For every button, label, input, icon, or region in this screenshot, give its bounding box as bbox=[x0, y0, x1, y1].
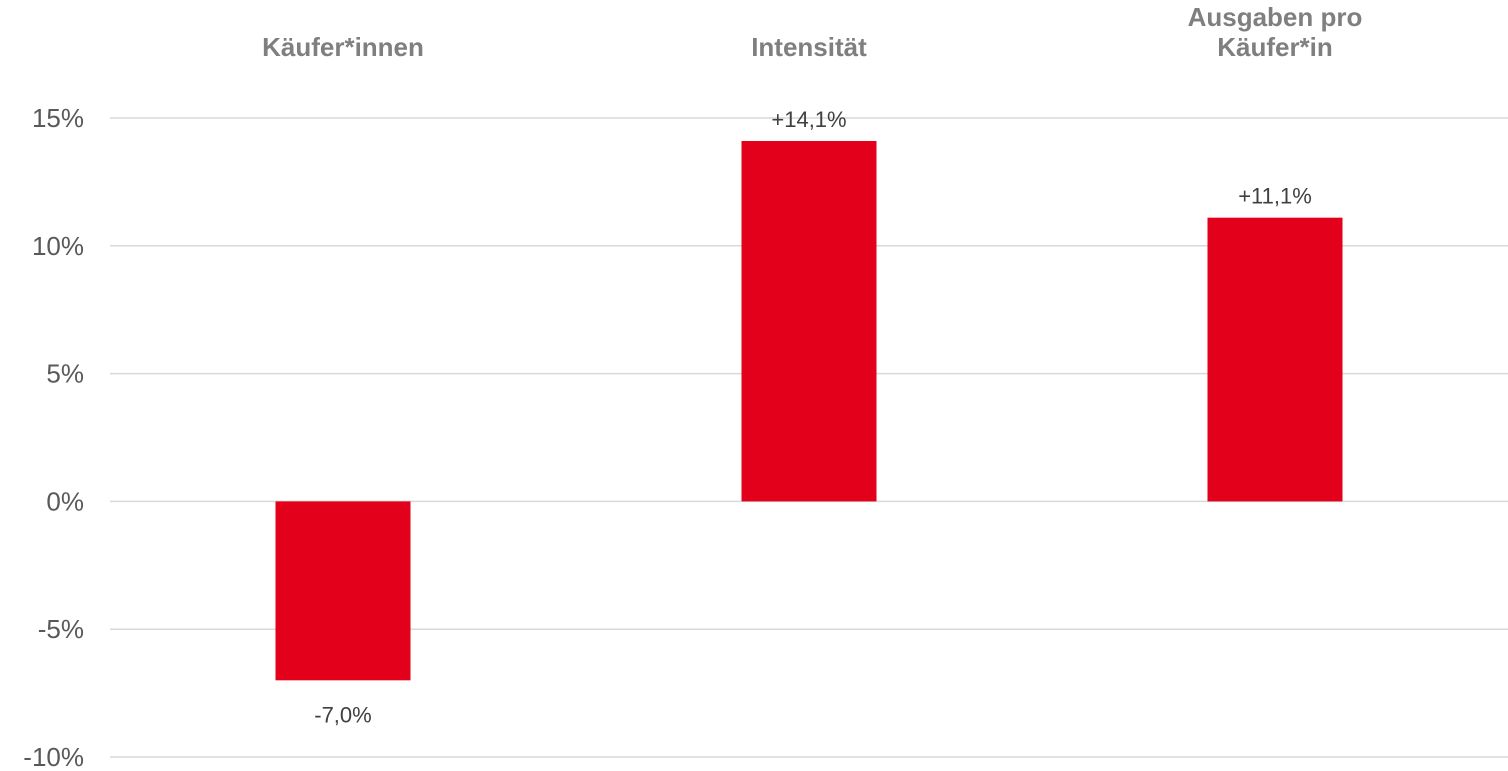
bar bbox=[741, 141, 877, 502]
category-label: Ausgaben pro bbox=[1188, 2, 1363, 32]
data-label: -7,0% bbox=[314, 702, 371, 727]
y-tick-label: 10% bbox=[32, 231, 84, 261]
y-tick-label: -5% bbox=[38, 614, 84, 644]
category-label: Intensität bbox=[751, 32, 867, 62]
category-labels: Käufer*innen Intensität Ausgaben proKäufer… bbox=[262, 2, 1362, 62]
data-labels: -7,0% +14,1% +11,1% bbox=[314, 107, 1312, 727]
bar bbox=[275, 501, 411, 681]
y-tick-label: 15% bbox=[32, 103, 84, 133]
bars bbox=[275, 141, 1343, 681]
y-axis-ticks: 15% 10% 5% 0% -5% -10% bbox=[23, 103, 84, 771]
data-label: +14,1% bbox=[771, 107, 846, 132]
category-label: Käufer*innen bbox=[262, 32, 424, 62]
y-tick-label: -10% bbox=[23, 742, 84, 771]
bar bbox=[1207, 217, 1343, 502]
category-label: Käufer*in bbox=[1217, 32, 1333, 62]
y-tick-label: 0% bbox=[46, 486, 84, 516]
y-tick-label: 5% bbox=[46, 359, 84, 389]
data-label: +11,1% bbox=[1238, 184, 1312, 209]
